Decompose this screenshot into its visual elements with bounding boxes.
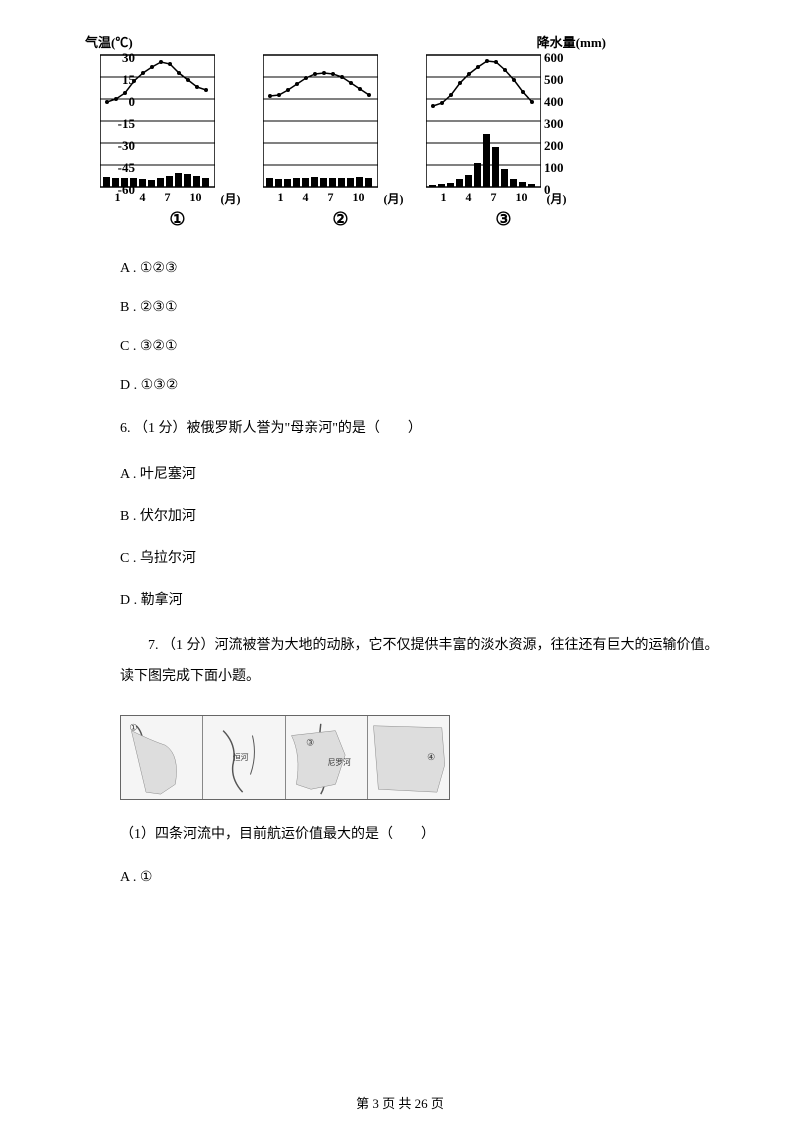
- chart-panel-1: 气温(℃) 30 15 0 -15 -30 -45 -60: [100, 40, 255, 230]
- map-cell-1: ①: [121, 716, 203, 799]
- chart-panel-2: 1 4 7 10 (月) ②: [263, 40, 418, 230]
- q5-option-d: D . ①③②: [120, 377, 720, 394]
- q7-stem: 7. （1 分）河流被誉为大地的动脉，它不仅提供丰富的淡水资源，往往还有巨大的运…: [120, 631, 720, 693]
- svg-text:恒河: 恒河: [233, 752, 249, 762]
- climate-charts: 气温(℃) 30 15 0 -15 -30 -45 -60: [100, 40, 720, 230]
- temp-axis-title: 气温(℃): [85, 32, 133, 51]
- q6-option-c: C . 乌拉尔河: [120, 547, 720, 567]
- q6-option-d: D . 勒拿河: [120, 589, 720, 609]
- map-cell-3: 尼罗河 ③: [286, 716, 368, 799]
- svg-text:④: ④: [427, 752, 435, 762]
- svg-text:③: ③: [306, 737, 314, 747]
- chart-panel-3: 降水量(mm) 600 500 400 300 200 100 0: [426, 40, 581, 230]
- q7-sub1: （1）四条河流中，目前航运价值最大的是（ ）: [120, 822, 720, 847]
- svg-text:尼罗河: 尼罗河: [327, 758, 351, 767]
- svg-text:①: ①: [129, 722, 137, 732]
- panel-label-2: ②: [263, 209, 418, 230]
- q6-stem: 6. （1 分）被俄罗斯人誉为"母亲河"的是（ ）: [120, 416, 720, 441]
- panel-label-1: ①: [100, 209, 255, 230]
- x-labels-2: 1 4 7 10 (月): [263, 190, 418, 207]
- q7-option-a: A . ①: [120, 869, 720, 886]
- q5-option-a: A . ①②③: [120, 260, 720, 277]
- map-cell-2: 恒河: [203, 716, 285, 799]
- chart-svg-3: [426, 40, 541, 190]
- panel-label-3: ③: [426, 209, 581, 230]
- q5-option-c: C . ③②①: [120, 338, 720, 355]
- q6-option-b: B . 伏尔加河: [120, 505, 720, 525]
- map-cell-4: ④: [368, 716, 449, 799]
- x-labels-3: 1 4 7 10 (月): [426, 190, 581, 207]
- q6-option-a: A . 叶尼塞河: [120, 463, 720, 483]
- page-footer: 第 3 页 共 26 页: [0, 1093, 800, 1112]
- chart-svg-2: [263, 40, 378, 190]
- q5-option-b: B . ②③①: [120, 299, 720, 316]
- precip-axis-title: 降水量(mm): [537, 32, 606, 51]
- river-map-figure: ① 恒河 尼罗河 ③ ④: [120, 715, 450, 800]
